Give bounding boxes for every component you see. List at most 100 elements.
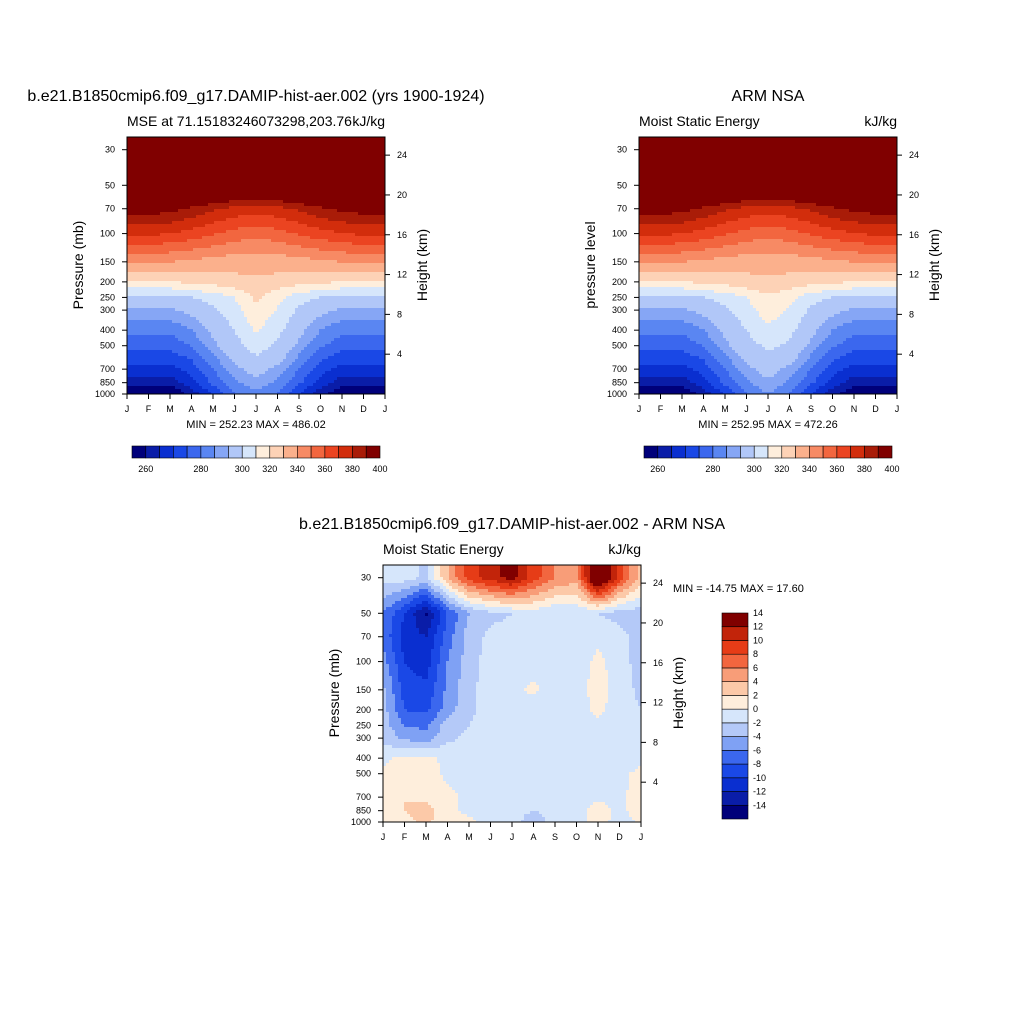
- contour-cell: [289, 239, 292, 242]
- contour-cell: [376, 161, 379, 164]
- contour-cell: [238, 203, 241, 206]
- contour-cell: [205, 275, 208, 278]
- contour-cell: [280, 191, 283, 194]
- contour-cell: [142, 173, 145, 176]
- contour-cell: [304, 230, 307, 233]
- contour-cell: [271, 194, 274, 197]
- contour-cell: [244, 179, 247, 182]
- contour-cell: [295, 302, 298, 305]
- contour-cell: [157, 260, 160, 263]
- contour-cell: [274, 269, 277, 272]
- contour-cell: [286, 275, 289, 278]
- contour-cell: [199, 203, 202, 206]
- contour-cell: [316, 167, 319, 170]
- contour-cell: [160, 140, 163, 143]
- contour-cell: [295, 179, 298, 182]
- contour-cell: [271, 215, 274, 218]
- contour-cell: [280, 176, 283, 179]
- contour-cell: [151, 215, 154, 218]
- contour-cell: [301, 272, 304, 275]
- contour-cell: [220, 281, 223, 284]
- contour-cell: [178, 197, 181, 200]
- contour-cell: [235, 176, 238, 179]
- contour-cell: [295, 176, 298, 179]
- contour-cell: [214, 185, 217, 188]
- contour-cell: [184, 143, 187, 146]
- contour-cell: [268, 218, 271, 221]
- contour-cell: [292, 167, 295, 170]
- contour-cell: [340, 158, 343, 161]
- contour-cell: [175, 185, 178, 188]
- contour-cell: [376, 296, 379, 299]
- contour-cell: [259, 290, 262, 293]
- contour-cell: [289, 248, 292, 251]
- contour-cell: [208, 287, 211, 290]
- contour-cell: [160, 182, 163, 185]
- contour-cell: [163, 191, 166, 194]
- contour-cell: [373, 284, 376, 287]
- contour-cell: [175, 155, 178, 158]
- contour-cell: [337, 299, 340, 302]
- contour-cell: [214, 257, 217, 260]
- contour-cell: [259, 170, 262, 173]
- contour-cell: [262, 197, 265, 200]
- contour-cell: [130, 203, 133, 206]
- contour-cell: [358, 257, 361, 260]
- contour-cell: [358, 185, 361, 188]
- contour-cell: [145, 185, 148, 188]
- contour-cell: [349, 164, 352, 167]
- contour-cell: [373, 293, 376, 296]
- contour-cell: [307, 167, 310, 170]
- contour-cell: [367, 155, 370, 158]
- contour-cell: [169, 251, 172, 254]
- contour-cell: [340, 170, 343, 173]
- contour-cell: [160, 305, 163, 308]
- contour-cell: [205, 212, 208, 215]
- contour-cell: [133, 227, 136, 230]
- contour-cell: [325, 146, 328, 149]
- contour-cell: [205, 260, 208, 263]
- contour-cell: [337, 224, 340, 227]
- contour-cell: [268, 155, 271, 158]
- contour-cell: [229, 230, 232, 233]
- contour-cell: [163, 239, 166, 242]
- contour-cell: [340, 230, 343, 233]
- contour-cell: [367, 170, 370, 173]
- contour-cell: [328, 188, 331, 191]
- contour-cell: [292, 287, 295, 290]
- contour-cell: [214, 197, 217, 200]
- contour-cell: [280, 194, 283, 197]
- contour-cell: [187, 137, 190, 140]
- contour-cell: [145, 239, 148, 242]
- contour-cell: [343, 257, 346, 260]
- contour-cell: [334, 140, 337, 143]
- contour-cell: [157, 254, 160, 257]
- contour-cell: [373, 206, 376, 209]
- contour-cell: [130, 173, 133, 176]
- contour-cell: [148, 176, 151, 179]
- contour-cell: [295, 245, 298, 248]
- contour-cell: [337, 137, 340, 140]
- contour-cell: [181, 173, 184, 176]
- contour-cell: [355, 215, 358, 218]
- contour-cell: [133, 194, 136, 197]
- contour-cell: [277, 146, 280, 149]
- contour-cell: [271, 185, 274, 188]
- contour-cell: [346, 230, 349, 233]
- contour-cell: [274, 248, 277, 251]
- contour-cell: [361, 299, 364, 302]
- contour-cell: [166, 176, 169, 179]
- contour-cell: [367, 293, 370, 296]
- contour-cell: [334, 149, 337, 152]
- contour-cell: [166, 254, 169, 257]
- contour-cell: [166, 287, 169, 290]
- contour-cell: [292, 257, 295, 260]
- contour-cell: [181, 302, 184, 305]
- contour-cell: [352, 269, 355, 272]
- contour-cell: [289, 146, 292, 149]
- contour-cell: [319, 155, 322, 158]
- contour-cell: [223, 260, 226, 263]
- contour-cell: [319, 161, 322, 164]
- contour-cell: [265, 194, 268, 197]
